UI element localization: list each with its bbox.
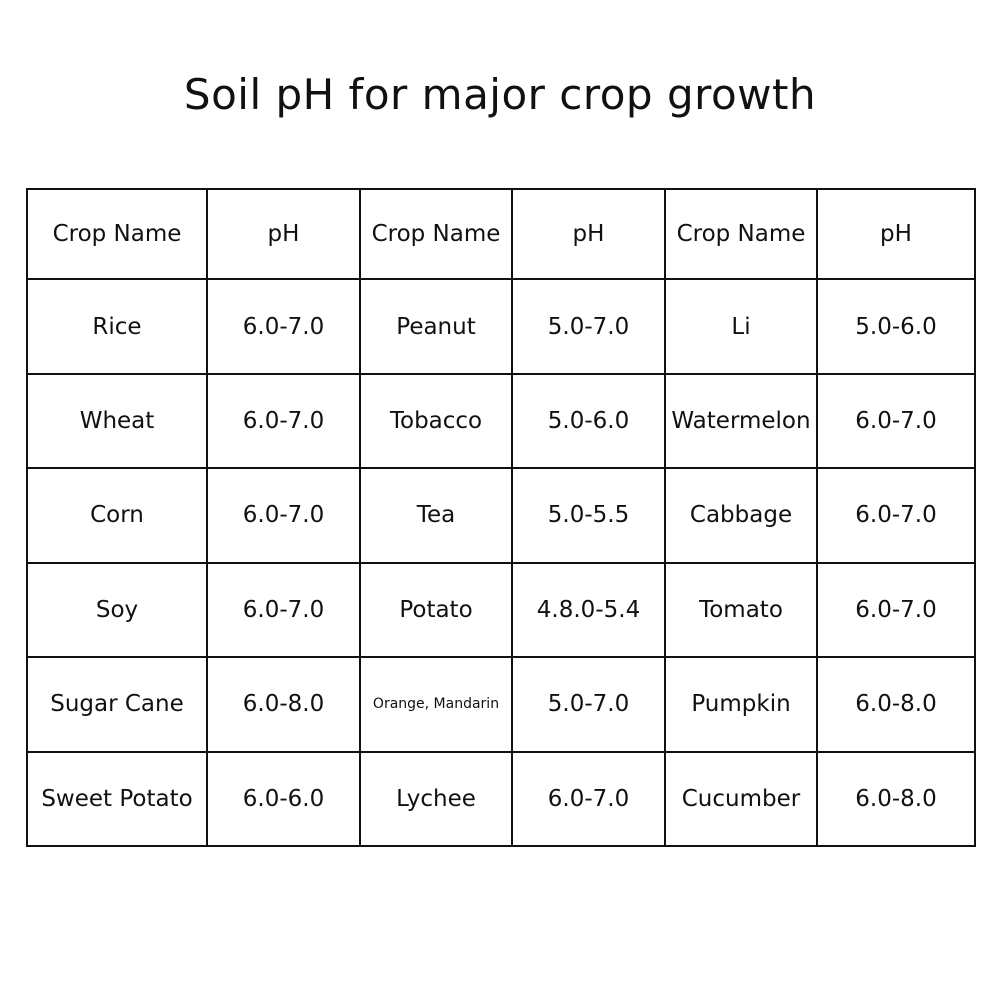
ph-cell: 6.0-7.0 [206,467,361,564]
crop-name-cell: Sugar Cane [26,656,208,753]
ph-cell: 5.0-7.0 [511,278,666,375]
column-header-crop-name: Crop Name [359,187,513,281]
crop-name-cell: Watermelon [664,372,818,470]
table-row: Corn 6.0-7.0 Tea 5.0-5.5 Cabbage 6.0-7.0 [26,467,976,564]
table-row: Soy 6.0-7.0 Potato 4.8.0-5.4 Tomato 6.0-… [26,561,976,659]
crop-name-cell: Wheat [26,372,208,470]
ph-cell: 6.0-8.0 [206,656,361,753]
crop-name-cell: Tobacco [359,372,513,470]
soil-ph-table: Crop Name pH Crop Name pH Crop Name pH R… [26,187,976,848]
crop-name-cell: Cucumber [664,750,818,848]
crop-name-cell: Pumpkin [664,656,818,753]
crop-name-cell: Cabbage [664,467,818,564]
crop-name-cell: Peanut [359,278,513,375]
table-row: Sweet Potato 6.0-6.0 Lychee 6.0-7.0 Cucu… [26,750,976,848]
ph-cell: 6.0-7.0 [206,561,361,659]
table-row: Wheat 6.0-7.0 Tobacco 5.0-6.0 Watermelon… [26,372,976,470]
ph-cell: 6.0-6.0 [206,750,361,848]
ph-cell: 6.0-7.0 [816,372,976,470]
crop-name-cell: Tomato [664,561,818,659]
column-header-crop-name: Crop Name [26,187,208,281]
column-header-crop-name: Crop Name [664,187,818,281]
ph-cell: 6.0-7.0 [511,750,666,848]
column-header-ph: pH [206,187,361,281]
table-row: Rice 6.0-7.0 Peanut 5.0-7.0 Li 5.0-6.0 [26,278,976,375]
crop-name-cell: Sweet Potato [26,750,208,848]
ph-cell: 4.8.0-5.4 [511,561,666,659]
ph-cell: 5.0-7.0 [511,656,666,753]
ph-cell: 6.0-7.0 [816,467,976,564]
table-header-row: Crop Name pH Crop Name pH Crop Name pH [26,187,976,281]
crop-name-cell: Lychee [359,750,513,848]
ph-cell: 6.0-7.0 [206,278,361,375]
ph-cell: 5.0-5.5 [511,467,666,564]
ph-cell: 5.0-6.0 [816,278,976,375]
ph-cell: 6.0-7.0 [816,561,976,659]
column-header-ph: pH [511,187,666,281]
ph-cell: 6.0-8.0 [816,750,976,848]
column-header-ph: pH [816,187,976,281]
crop-name-cell: Soy [26,561,208,659]
ph-cell: 6.0-7.0 [206,372,361,470]
crop-name-cell: Li [664,278,818,375]
crop-name-cell: Corn [26,467,208,564]
ph-cell: 5.0-6.0 [511,372,666,470]
crop-name-cell: Rice [26,278,208,375]
crop-name-cell: Orange, Mandarin [359,656,513,753]
ph-cell: 6.0-8.0 [816,656,976,753]
crop-name-cell: Tea [359,467,513,564]
crop-name-cell: Potato [359,561,513,659]
page-title: Soil pH for major crop growth [183,70,817,119]
table-row: Sugar Cane 6.0-8.0 Orange, Mandarin 5.0-… [26,656,976,753]
